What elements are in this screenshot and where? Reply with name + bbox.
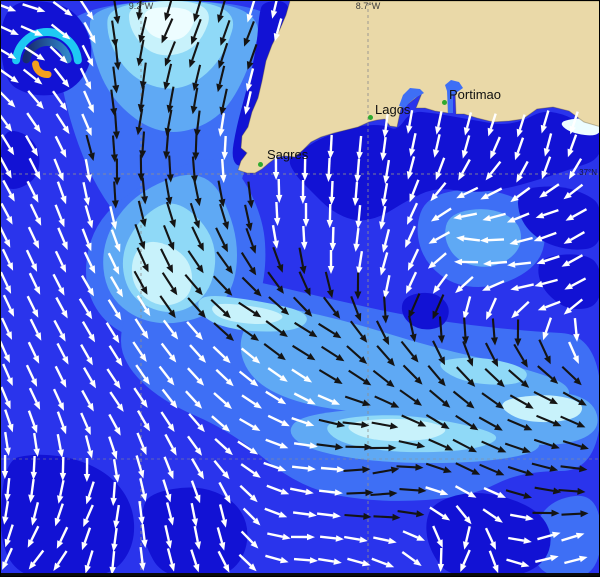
city-marker-dot: [442, 100, 447, 105]
brand-rainbow-logo[interactable]: [12, 28, 82, 78]
wave-direction-arrows: [1, 1, 589, 575]
city-marker-dot: [258, 162, 263, 167]
city-marker-dot: [368, 115, 373, 120]
longitude-label: 9.2°W: [128, 1, 154, 11]
longitude-label: 8.7°W: [355, 1, 381, 11]
latitude-label: 37°N: [579, 168, 597, 177]
estuaries: [399, 80, 463, 113]
land-mass: [237, 1, 599, 174]
bottom-border: [1, 573, 599, 576]
city-label[interactable]: Portimao: [449, 87, 502, 102]
city-label[interactable]: Lagos: [375, 102, 411, 117]
city-label[interactable]: Sagres: [267, 147, 309, 162]
